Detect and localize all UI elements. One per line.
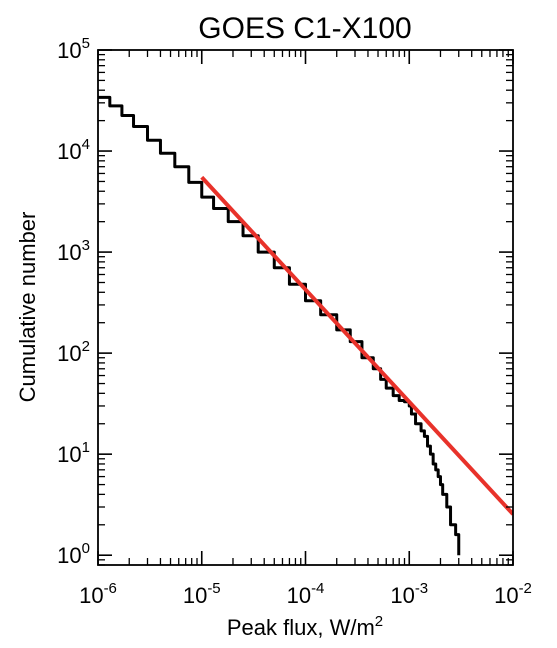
x-tick-label: 10-2 [494,580,532,608]
x-axis-label: Peak flux, W/m2 [227,613,383,640]
y-tick-label: 105 [57,35,90,63]
x-tick-label: 10-4 [287,580,325,608]
x-tick-label: 10-5 [183,580,221,608]
cumulative-curve [98,95,461,556]
chart-title: GOES C1-X100 [198,12,411,45]
x-tick-label: 10-3 [390,580,428,608]
y-tick-label: 102 [57,338,90,366]
series-layer [98,95,513,556]
power-law-fit-line [200,175,513,516]
plot-frame [97,49,514,566]
x-tick-label: 10-6 [79,580,117,608]
y-tick-label: 104 [57,136,90,164]
y-axis-label: Cumulative number [15,212,40,403]
y-tick-label: 100 [57,540,90,568]
y-tick-label: 103 [57,237,90,265]
ticks-layer: 10-6 10-5 10-4 10-3 10-2 100 101 102 103 104 105 [57,35,532,608]
y-tick-label: 101 [57,439,90,467]
